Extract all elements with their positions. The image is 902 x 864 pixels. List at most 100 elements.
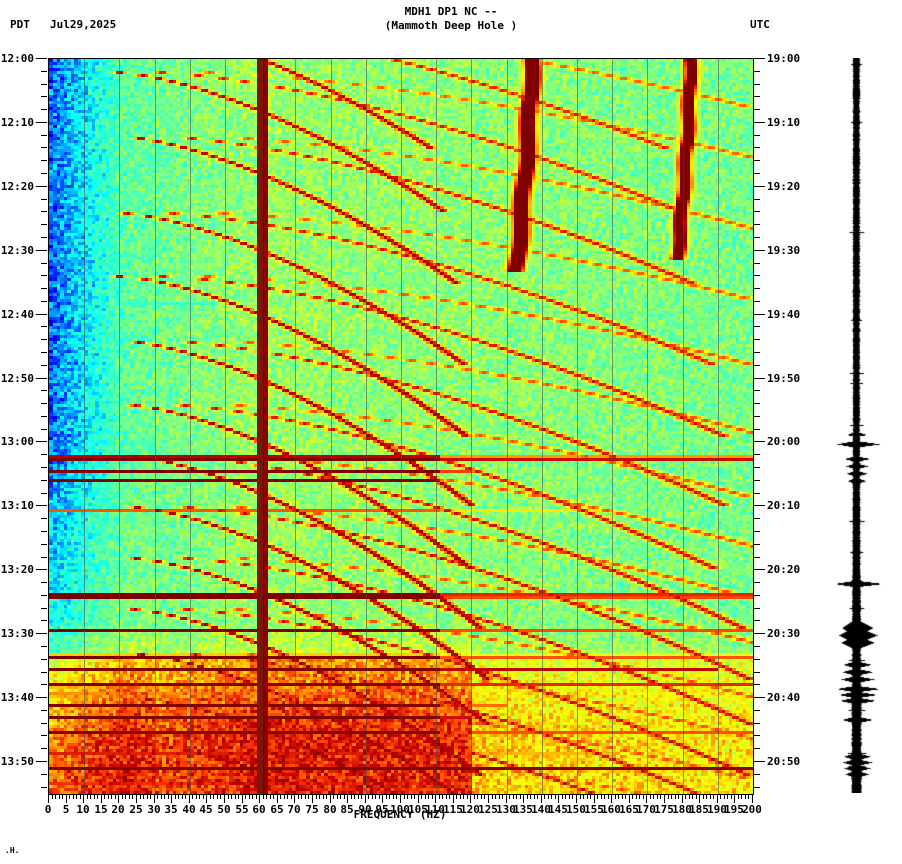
axis-tick	[41, 608, 47, 609]
seismogram-canvas	[820, 58, 900, 793]
axis-tick	[625, 794, 626, 799]
axis-tick	[544, 794, 545, 799]
axis-tick	[611, 794, 612, 803]
axis-tick	[646, 794, 647, 803]
axis-tick	[754, 352, 760, 353]
axis-tick	[618, 794, 619, 799]
axis-tick	[66, 794, 67, 803]
axis-tick	[502, 794, 503, 799]
axis-tick	[474, 794, 475, 799]
spectrogram-plot[interactable]	[48, 58, 754, 795]
spectrogram-canvas[interactable]	[49, 59, 753, 794]
axis-tick	[597, 794, 598, 799]
axis-tick	[481, 794, 482, 799]
axis-tick	[379, 794, 380, 799]
axis-tick	[111, 794, 112, 799]
axis-tick	[41, 211, 47, 212]
page-subtitle: (Mammoth Deep Hole )	[384, 19, 518, 32]
axis-tick-label: 60	[252, 803, 266, 816]
axis-tick	[404, 794, 405, 799]
axis-tick	[41, 326, 47, 327]
axis-tick	[41, 735, 47, 736]
axis-tick	[41, 301, 47, 302]
axis-tick	[199, 794, 200, 799]
axis-tick	[754, 723, 760, 724]
axis-tick	[754, 263, 760, 264]
axis-tick	[41, 390, 47, 391]
axis-tick	[41, 429, 47, 430]
axis-tick	[41, 646, 47, 647]
axis-tick-label: 15	[94, 803, 108, 816]
axis-tick	[210, 794, 211, 799]
axis-tick	[754, 122, 765, 123]
axis-tick	[754, 531, 760, 532]
axis-tick	[291, 794, 292, 799]
axis-tick-label: 0	[44, 803, 52, 816]
axis-tick	[754, 697, 765, 698]
axis-tick	[754, 787, 760, 788]
axis-tick-label: 95	[375, 803, 389, 816]
axis-tick	[294, 794, 295, 803]
axis-tick	[36, 761, 47, 762]
axis-tick	[754, 160, 760, 161]
axis-tick	[754, 211, 760, 212]
axis-tick	[41, 339, 47, 340]
axis-tick	[754, 659, 760, 660]
axis-tick	[36, 122, 47, 123]
axis-tick	[122, 794, 123, 799]
axis-tick	[36, 186, 47, 187]
axis-tick	[189, 794, 190, 803]
axis-tick	[456, 794, 457, 799]
axis-tick	[664, 794, 665, 803]
axis-tick	[161, 794, 162, 799]
axis-tick	[301, 794, 302, 799]
axis-tick	[754, 735, 760, 736]
axis-tick	[734, 794, 735, 803]
axis-tick	[41, 84, 47, 85]
axis-tick	[97, 794, 98, 799]
axis-tick	[129, 794, 130, 799]
axis-tick	[594, 794, 595, 803]
axis-tick	[754, 493, 760, 494]
axis-tick	[280, 794, 281, 799]
axis-tick	[411, 794, 412, 799]
axis-tick-label: 10	[76, 803, 90, 816]
axis-tick	[754, 326, 760, 327]
axis-tick	[284, 794, 285, 799]
axis-tick	[386, 794, 387, 799]
axis-tick	[608, 794, 609, 799]
axis-tick	[196, 794, 197, 799]
axis-tick-label: 170	[636, 803, 656, 816]
axis-tick	[754, 365, 760, 366]
axis-tick	[41, 672, 47, 673]
axis-tick	[36, 378, 47, 379]
timezone-label-right: UTC	[750, 18, 770, 31]
axis-tick	[228, 794, 229, 799]
axis-tick	[470, 794, 471, 803]
axis-tick-label: 85	[340, 803, 354, 816]
axis-tick	[653, 794, 654, 799]
axis-tick	[435, 794, 436, 803]
axis-tick-label: 145	[548, 803, 568, 816]
axis-tick-label: 19:40	[767, 308, 801, 321]
axis-tick	[337, 794, 338, 799]
axis-tick	[754, 314, 765, 315]
axis-tick	[453, 794, 454, 803]
axis-tick	[615, 794, 616, 799]
axis-tick-label: 120	[460, 803, 480, 816]
axis-tick	[428, 794, 429, 799]
axis-tick	[36, 58, 47, 59]
axis-tick	[484, 794, 485, 799]
axis-tick	[368, 794, 369, 799]
axis-tick	[632, 794, 633, 799]
axis-tick	[175, 794, 176, 799]
axis-tick	[147, 794, 148, 799]
axis-tick	[636, 794, 637, 799]
axis-tick	[754, 109, 760, 110]
axis-tick-label: 13:20	[0, 563, 34, 576]
axis-tick	[150, 794, 151, 799]
axis-tick	[463, 794, 464, 799]
axis-tick	[393, 794, 394, 799]
axis-tick	[754, 557, 760, 558]
axis-tick	[220, 794, 221, 799]
